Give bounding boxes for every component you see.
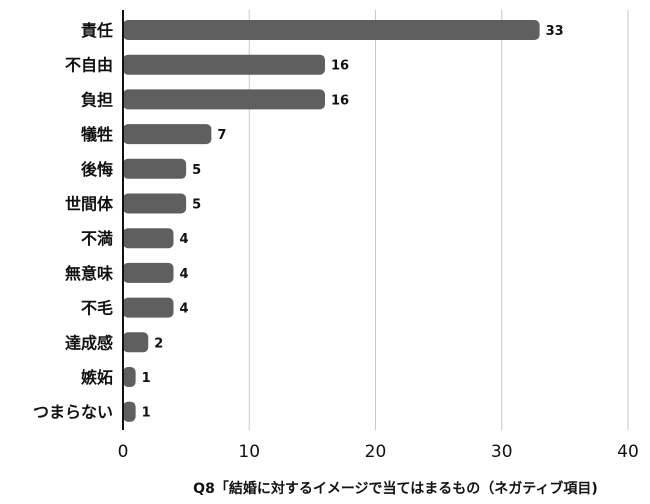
bar [123, 89, 325, 110]
value-label: 5 [192, 198, 201, 213]
value-label: 7 [217, 128, 226, 143]
x-tick-label: 30 [491, 442, 513, 462]
value-label: 5 [192, 163, 201, 178]
value-label: 4 [180, 302, 189, 317]
category-label: 不満 [81, 229, 113, 248]
x-tick-label: 20 [365, 442, 387, 462]
bar [123, 367, 136, 387]
value-label: 1 [142, 371, 151, 386]
bar [123, 401, 136, 422]
category-label: 世間体 [65, 195, 114, 214]
category-label: 不自由 [65, 56, 113, 75]
value-label: 2 [154, 336, 163, 351]
bar [123, 193, 187, 214]
value-labels: 33 16 16 7 5 5 4 4 4 2 1 1 [142, 24, 564, 421]
category-label: 嫉妬 [81, 368, 113, 387]
bar [123, 54, 325, 75]
value-label: 4 [180, 267, 189, 282]
bar [123, 332, 149, 353]
category-label: 後悔 [81, 160, 113, 179]
category-label: 不毛 [81, 299, 113, 318]
bar [123, 297, 174, 318]
value-label: 16 [331, 93, 349, 108]
category-label: 犠牲 [81, 125, 113, 144]
bar [123, 158, 187, 179]
grid-lines [248, 10, 629, 430]
bar [123, 124, 212, 145]
category-label: つまらない [33, 403, 113, 422]
x-tick-label: 10 [238, 442, 260, 462]
category-label: 達成感 [65, 333, 113, 352]
category-label: 責任 [81, 21, 113, 40]
x-tick-label: 0 [118, 442, 129, 462]
category-label: 無意味 [65, 264, 113, 283]
value-label: 1 [142, 406, 151, 421]
bars [123, 20, 540, 422]
bar [123, 20, 540, 40]
category-label: 負担 [81, 90, 113, 109]
value-label: 16 [331, 59, 349, 74]
bar [123, 228, 174, 249]
value-label: 4 [180, 232, 189, 247]
x-axis-title: Q8「結婚に対するイメージで当てはまるもの（ネガティブ項目) [193, 480, 598, 497]
x-tick-labels: 0 10 20 30 40 [118, 442, 639, 462]
x-tick-label: 40 [617, 442, 639, 462]
value-label: 33 [546, 24, 564, 39]
bar [123, 262, 174, 283]
